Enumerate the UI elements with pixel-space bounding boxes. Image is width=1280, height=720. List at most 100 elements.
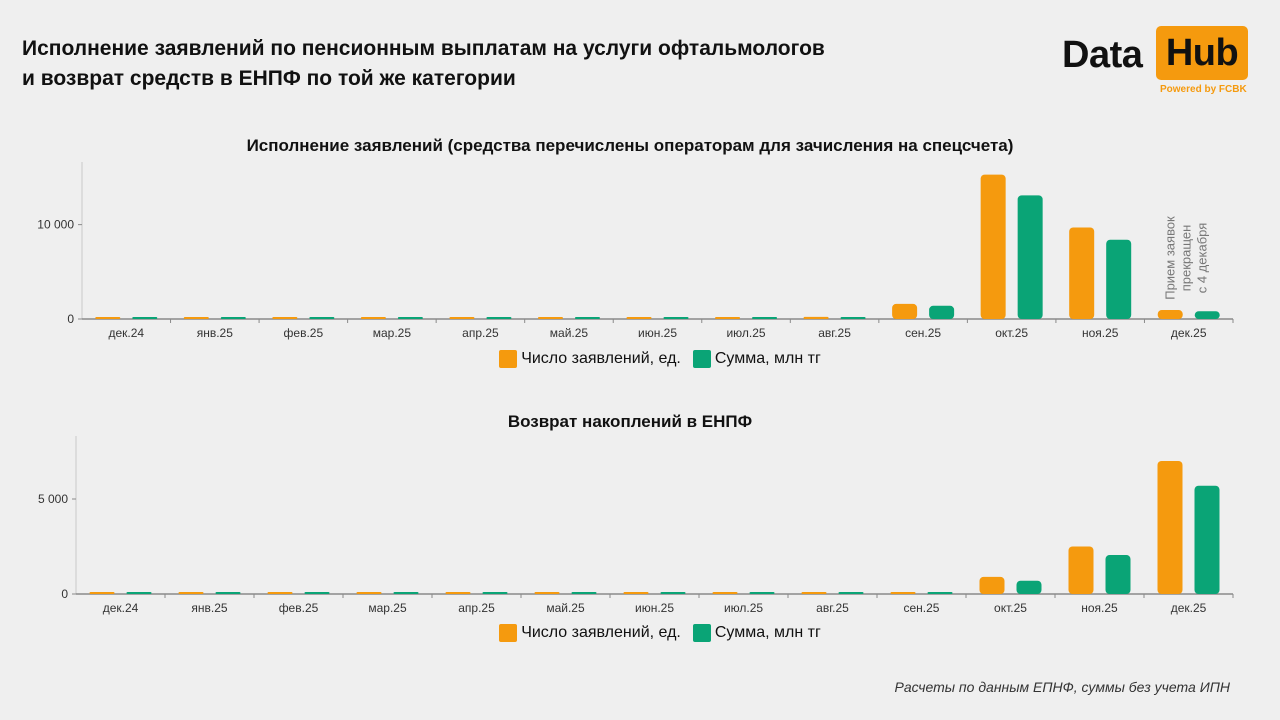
x-tick-label: дек.24 — [108, 326, 144, 340]
legend-label: Число заявлений, ед. — [521, 624, 681, 641]
chart-svg: 0 5 000 дек.24 янв.25 фев.25 мар.25 апр.25 май.… — [38, 436, 1234, 615]
bar-sum-май.25 — [571, 592, 597, 594]
x-tick-label: июл.25 — [724, 601, 763, 615]
x-tick-label: янв.25 — [197, 326, 234, 340]
x-tick-label: дек.25 — [1171, 326, 1207, 340]
bar-count-июл.25 — [712, 592, 738, 594]
bar-count-апр.25 — [449, 317, 475, 319]
bar-sum-дек.25 — [1194, 311, 1220, 319]
bar-count-янв.25 — [178, 592, 204, 594]
annotation-line: прекращен — [1179, 225, 1194, 292]
bar-count-мар.25 — [356, 592, 382, 594]
logo-word-data: Data — [1062, 34, 1143, 76]
bar-sum-янв.25 — [220, 317, 246, 319]
y-tick-label: 5 000 — [38, 492, 68, 506]
logo-word-hub: Hub — [1156, 26, 1248, 80]
bar-sum-дек.25 — [1194, 485, 1220, 594]
bar-sum-июн.25 — [663, 317, 689, 319]
source-note: Расчеты по данным ЕПНФ, суммы без учета … — [894, 679, 1230, 695]
legend-swatch-orange — [499, 350, 518, 368]
bar-count-июл.25 — [715, 317, 741, 319]
bar-sum-май.25 — [574, 317, 600, 319]
page-title-line-1: Исполнение заявлений по пенсионным выпла… — [22, 37, 825, 60]
bar-count-дек.25 — [1157, 461, 1183, 594]
bar-sum-сен.25 — [929, 305, 955, 319]
bar-count-май.25 — [537, 317, 563, 319]
x-tick-label: июн.25 — [638, 326, 677, 340]
legend-item-sum: Сумма, млн тг — [692, 624, 821, 642]
bar-count-ноя.25 — [1068, 546, 1094, 594]
bar-count-дек.24 — [89, 592, 115, 594]
legend-item-count: Число заявлений, ед. — [499, 624, 681, 642]
bar-count-май.25 — [534, 592, 560, 594]
bar-sum-окт.25 — [1016, 580, 1042, 594]
x-tick-label: янв.25 — [191, 601, 228, 615]
legend-swatch-green — [692, 350, 711, 368]
bar-count-июн.25 — [623, 592, 649, 594]
legend-label: Сумма, млн тг — [714, 350, 821, 367]
x-tick-label: сен.25 — [905, 326, 941, 340]
bar-sum-мар.25 — [393, 592, 419, 594]
x-tick-label: июл.25 — [726, 326, 765, 340]
page-title-line-2: и возврат средств в ЕНПФ по той же катег… — [22, 67, 516, 90]
x-tick-label: фев.25 — [284, 326, 324, 340]
bar-count-сен.25 — [892, 303, 918, 319]
bar-count-апр.25 — [445, 592, 471, 594]
bar-count-мар.25 — [360, 317, 386, 319]
page-title: Исполнение заявлений по пенсионным выпла… — [22, 34, 825, 94]
annotation-line: с 4 декабря — [1195, 223, 1210, 294]
bar-sum-июл.25 — [749, 592, 775, 594]
x-tick-label: фев.25 — [279, 601, 319, 615]
bar-sum-авг.25 — [838, 592, 864, 594]
x-tick-label: авг.25 — [818, 326, 851, 340]
bar-sum-фев.25 — [309, 317, 335, 319]
bar-sum-ноя.25 — [1106, 239, 1132, 319]
bar-count-янв.25 — [183, 317, 209, 319]
chart-title: Исполнение заявлений (средства перечисле… — [246, 136, 1014, 155]
x-tick-label: дек.25 — [1171, 601, 1207, 615]
chart-title: Возврат накоплений в ЕНПФ — [507, 412, 753, 431]
legend-label: Число заявлений, ед. — [521, 350, 681, 367]
y-tick-label: 0 — [67, 312, 74, 326]
bar-sum-дек.24 — [132, 317, 158, 319]
bar-sum-сен.25 — [927, 592, 953, 594]
x-tick-label: окт.25 — [995, 326, 1028, 340]
legend-swatch-green — [692, 624, 711, 642]
legend-label: Сумма, млн тг — [714, 624, 821, 641]
x-tick-label: мар.25 — [373, 326, 412, 340]
y-tick-label: 10 000 — [37, 218, 74, 232]
bar-sum-окт.25 — [1017, 195, 1043, 319]
x-tick-label: июн.25 — [635, 601, 674, 615]
chart-legend: Число заявлений, ед. Сумма, млн тг — [0, 350, 1280, 368]
legend-item-count: Число заявлений, ед. — [499, 350, 681, 368]
datahub-logo: Data Hub Powered by FCBK — [1062, 26, 1252, 96]
chart-svg: 0 10 000 дек.24 янв.25 фев.25 мар.25 апр.25 май… — [37, 162, 1234, 340]
bar-count-ноя.25 — [1069, 227, 1095, 319]
bar-sum-авг.25 — [840, 317, 866, 319]
bar-count-сен.25 — [890, 592, 916, 594]
bar-sum-ноя.25 — [1105, 555, 1131, 594]
x-tick-label: май.25 — [550, 326, 589, 340]
x-tick-label: ноя.25 — [1082, 326, 1119, 340]
x-tick-label: мар.25 — [368, 601, 407, 615]
bar-count-окт.25 — [980, 174, 1006, 319]
bar-sum-апр.25 — [482, 592, 508, 594]
y-tick-label: 0 — [61, 587, 68, 601]
annotation-line: Прием заявок — [1163, 216, 1178, 300]
bar-count-дек.25 — [1157, 310, 1183, 319]
logo-tagline: Powered by FCBK — [1160, 84, 1247, 95]
bar-sum-мар.25 — [397, 317, 423, 319]
bar-count-фев.25 — [267, 592, 293, 594]
legend-swatch-orange — [499, 624, 518, 642]
x-tick-label: окт.25 — [994, 601, 1027, 615]
x-tick-label: ноя.25 — [1081, 601, 1118, 615]
bar-count-дек.24 — [95, 317, 121, 319]
x-tick-label: апр.25 — [458, 601, 495, 615]
bar-sum-фев.25 — [304, 592, 330, 594]
x-tick-label: авг.25 — [816, 601, 849, 615]
bar-sum-июл.25 — [752, 317, 778, 319]
x-tick-label: апр.25 — [462, 326, 499, 340]
x-tick-label: дек.24 — [103, 601, 139, 615]
x-tick-label: сен.25 — [904, 601, 940, 615]
bar-sum-дек.24 — [126, 592, 152, 594]
